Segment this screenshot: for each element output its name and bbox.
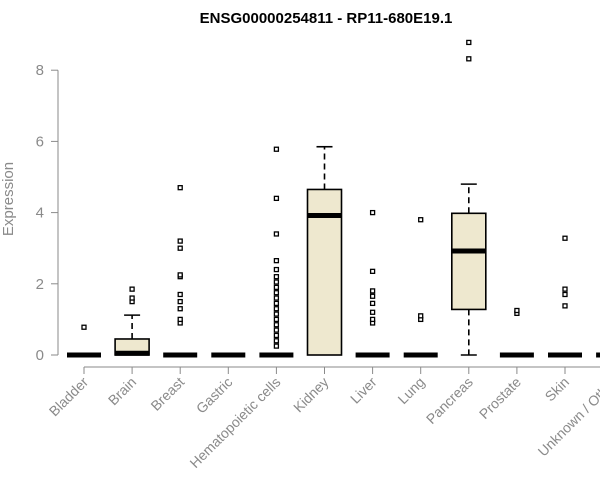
outlier-point — [369, 288, 376, 294]
outlier-point — [562, 303, 568, 309]
x-tick-label: Skin — [542, 374, 573, 405]
x-tick-label: Bladder — [46, 374, 92, 420]
outlier-point — [418, 217, 424, 223]
outlier-point — [273, 306, 280, 312]
outlier-point — [177, 185, 183, 191]
y-tick-label: 2 — [36, 276, 44, 293]
y-tick-label: 4 — [36, 205, 44, 222]
box-liver — [355, 209, 390, 358]
outlier-point — [466, 39, 472, 46]
box-brain — [114, 286, 150, 356]
x-tick-label: Lung — [394, 374, 427, 407]
outlier-point — [273, 231, 280, 237]
outlier-point — [273, 300, 280, 307]
outlier-point — [562, 235, 568, 241]
outlier-point — [129, 286, 135, 292]
y-tick-label: 6 — [36, 133, 44, 150]
outlier-point — [273, 316, 280, 323]
x-tick-label: Brain — [105, 374, 139, 408]
outlier-point — [177, 306, 183, 312]
y-tick-label: 0 — [36, 347, 44, 364]
outlier-point — [129, 295, 135, 301]
box-bladder — [67, 324, 101, 358]
outlier-point — [562, 286, 568, 292]
box-prostate — [499, 307, 534, 358]
outlier-point — [177, 316, 183, 323]
outlier-point — [177, 238, 183, 244]
outlier-point — [369, 316, 376, 323]
outlier-point — [273, 332, 280, 339]
x-tick-label: Hematopoietic cells — [186, 374, 283, 471]
outlier-point — [177, 291, 183, 298]
outlier-point — [273, 338, 280, 344]
outlier-point — [273, 327, 280, 333]
y-axis-label: Expression — [0, 162, 17, 236]
box-kidney — [306, 145, 343, 356]
outlier-point — [273, 284, 280, 291]
outlier-point — [369, 293, 376, 299]
outlier-point — [369, 309, 376, 315]
outlier-point — [273, 311, 280, 317]
outlier-point — [177, 245, 183, 251]
box-skin — [548, 235, 582, 358]
chart-title: ENSG00000254811 - RP11-680E19.1 — [200, 10, 453, 27]
outlier-point — [273, 258, 280, 264]
outlier-point — [418, 313, 424, 319]
outlier-point — [273, 322, 280, 328]
x-tick-label: Kidney — [290, 374, 332, 416]
x-tick-label: Liver — [347, 374, 380, 407]
x-tick-label: Gastric — [193, 374, 236, 417]
outlier-point — [273, 274, 280, 280]
x-tick-label: Breast — [147, 374, 187, 414]
outlier-point — [369, 268, 376, 274]
x-tick-label: Pancreas — [423, 374, 476, 427]
box-lung — [403, 217, 438, 358]
outlier-point — [273, 266, 280, 273]
outlier-point — [466, 56, 472, 62]
box-breast — [163, 185, 198, 358]
outlier-point — [273, 290, 280, 296]
iqr-box — [450, 212, 487, 311]
outlier-point — [273, 146, 280, 152]
outlier-point — [369, 300, 376, 307]
outlier-point — [81, 324, 87, 330]
outlier-point — [273, 295, 280, 301]
box-hematopoietic-cells — [259, 146, 294, 358]
outlier-point — [273, 195, 280, 202]
outlier-point — [369, 209, 376, 216]
y-tick-label: 8 — [36, 62, 44, 79]
outlier-point — [273, 343, 280, 349]
outlier-point — [514, 307, 520, 314]
outlier-point — [273, 279, 280, 285]
box-unknown-other — [596, 352, 600, 358]
box-pancreas — [450, 39, 487, 356]
outlier-point — [177, 272, 183, 278]
outlier-point — [562, 291, 568, 298]
plot-area — [67, 39, 600, 358]
x-tick-label: Prostate — [476, 374, 524, 422]
outlier-point — [177, 298, 183, 305]
